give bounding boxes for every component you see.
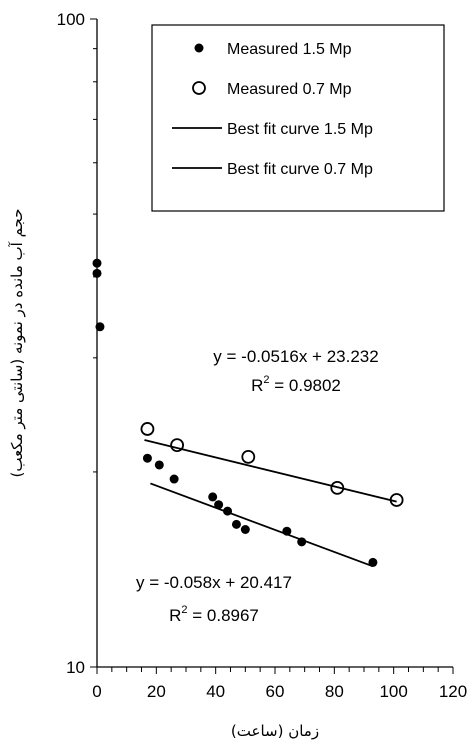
data-point-0-7mp	[140, 422, 155, 436]
x-tick-label: 20	[147, 682, 166, 701]
data-point-1-5mp	[154, 460, 164, 470]
legend-label: Measured 1.5 Mp	[227, 41, 352, 58]
legend-label: Best fit curve 0.7 Mp	[227, 161, 373, 178]
fit-line	[150, 482, 374, 568]
fit-r-squared: R2 = 0.8967	[169, 604, 259, 625]
data-point-1-5mp	[142, 453, 152, 463]
legend-label: Measured 0.7 Mp	[227, 81, 352, 98]
data-point-1-5mp	[231, 519, 241, 529]
legend-open-marker	[192, 81, 206, 95]
data-point-1-5mp	[214, 500, 224, 510]
data-point-1-5mp	[208, 492, 218, 502]
x-tick-label: 0	[92, 682, 101, 701]
y-tick-label: 10	[66, 658, 85, 677]
data-point-1-5mp	[92, 268, 102, 278]
y-tick-label: 100	[57, 10, 85, 29]
fit-equation: y = -0.0516x + 23.232	[213, 347, 378, 366]
y-axis-title: حجم آب مانده در نمونه (سانتی متر مکعب)	[8, 208, 26, 477]
data-point-1-5mp	[169, 474, 179, 484]
data-point-0-7mp	[241, 449, 256, 464]
data-point-1-5mp	[240, 525, 250, 535]
legend-box	[151, 24, 445, 212]
x-tick-label: 100	[379, 682, 407, 701]
x-tick-label: 80	[325, 682, 344, 701]
x-tick-label: 60	[266, 682, 285, 701]
legend-filled-marker	[194, 43, 204, 53]
fit-r-squared: R2 = 0.9802	[251, 374, 341, 395]
x-tick-label: 120	[439, 682, 467, 701]
x-axis-title: زمان (ساعت)	[231, 722, 319, 740]
fit-equation: y = -0.058x + 20.417	[136, 573, 292, 592]
fit-line	[144, 439, 397, 503]
data-point-1-5mp	[92, 258, 102, 268]
legend-label: Best fit curve 1.5 Mp	[227, 121, 373, 138]
data-point-1-5mp	[95, 322, 105, 332]
x-tick-label: 40	[206, 682, 225, 701]
